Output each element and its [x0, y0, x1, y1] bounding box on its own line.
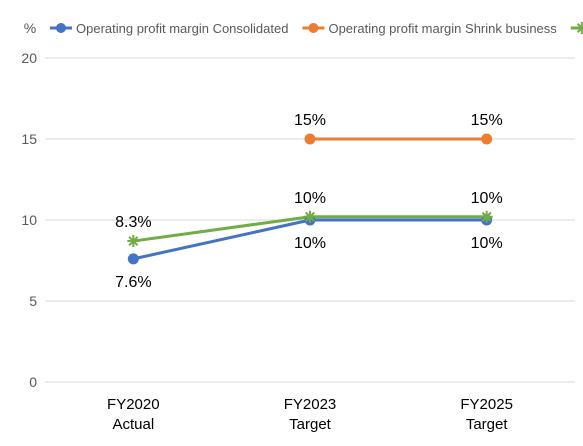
legend-marker [308, 23, 319, 33]
legend-marker [56, 23, 66, 33]
y-axis-ticks: 0 5 10 15 20 [21, 50, 37, 390]
data-point-star [127, 235, 140, 248]
series-markers [127, 133, 493, 265]
data-point-star [480, 210, 493, 223]
data-point [481, 133, 493, 145]
x-tick-label: FY2023 [284, 396, 337, 413]
data-label: 15% [471, 112, 503, 129]
legend-label: Operating profit margin Shrink business [328, 21, 557, 36]
y-tick-label: 15 [21, 131, 37, 147]
data-label: 8.3% [115, 214, 151, 231]
y-tick-label: 5 [29, 293, 37, 309]
data-label: 7.6% [115, 274, 151, 291]
x-axis-categories: FY2020 Actual FY2023 Target FY2025 Target [107, 396, 513, 433]
data-point [304, 133, 316, 145]
x-tick-sublabel: Target [289, 416, 332, 433]
data-label: 10% [471, 235, 503, 252]
x-tick-sublabel: Actual [112, 416, 154, 433]
data-label: 10% [294, 235, 326, 252]
legend: Operating profit margin Consolidated Oper… [50, 21, 583, 36]
data-point-star [304, 210, 316, 223]
y-axis-unit-label: % [24, 20, 36, 36]
y-tick-label: 0 [29, 374, 37, 390]
data-label: 10% [471, 190, 503, 207]
x-tick-sublabel: Target [466, 416, 509, 433]
x-tick-label: FY2020 [107, 396, 160, 413]
legend-label: Operating profit margin Consolidated [76, 21, 288, 36]
data-point [127, 253, 139, 265]
data-label: 15% [294, 112, 326, 129]
y-tick-label: 20 [21, 50, 37, 66]
y-tick-label: 10 [21, 212, 37, 228]
data-labels: 7.6% 10% 10% 15% 15% 8.3% 10% 10% [115, 112, 503, 291]
data-label: 10% [294, 190, 326, 207]
legend-star-icon [575, 22, 583, 34]
x-tick-label: FY2025 [460, 396, 513, 413]
